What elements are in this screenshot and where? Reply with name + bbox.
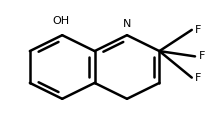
Text: F: F	[198, 51, 205, 61]
Text: F: F	[195, 73, 201, 83]
Text: OH: OH	[52, 16, 69, 26]
Text: F: F	[195, 25, 201, 35]
Text: N: N	[123, 18, 131, 29]
